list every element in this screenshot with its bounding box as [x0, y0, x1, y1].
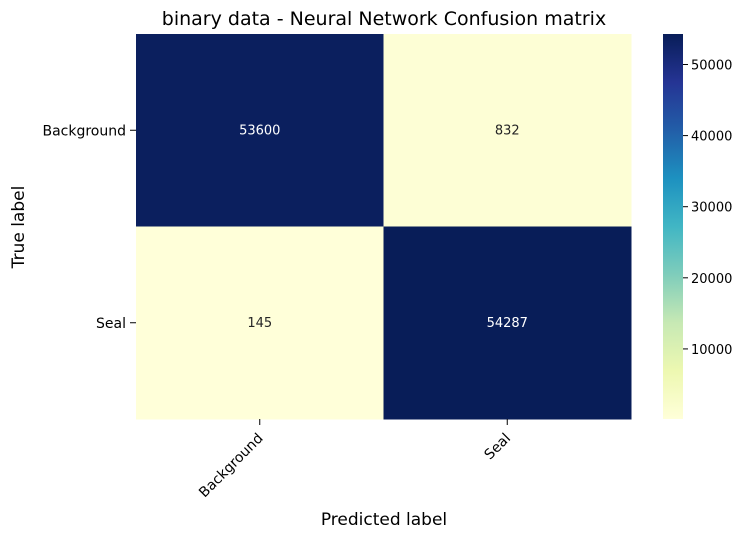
heatmap-cell — [136, 34, 384, 227]
x-axis-title: Predicted label — [321, 510, 447, 530]
colorbar-tick-label: 20000 — [691, 272, 732, 287]
heatmap-cell — [136, 226, 384, 420]
x-tick-label: Background — [196, 431, 266, 501]
heatmap-cell-labels: 53600 832 145 54287 — [239, 123, 528, 331]
colorbar-tick-label: 30000 — [691, 201, 732, 216]
colorbar-tick-label: 40000 — [691, 130, 732, 145]
cell-value-label: 832 — [495, 123, 520, 138]
heatmap-cell — [383, 34, 632, 227]
chart-title: binary data - Neural Network Confusion m… — [162, 8, 606, 30]
cell-value-label: 145 — [247, 316, 272, 331]
y-axis-title: True label — [9, 186, 29, 270]
heatmap-cell — [383, 226, 632, 420]
x-axis-ticks: Background Seal — [196, 419, 514, 501]
y-axis-ticks: Background Seal — [42, 123, 136, 332]
cell-value-label: 53600 — [239, 123, 280, 138]
y-tick-label: Background — [42, 123, 126, 139]
heatmap-cells — [136, 34, 632, 420]
colorbar-tick-label: 50000 — [691, 58, 732, 73]
colorbar — [663, 34, 683, 419]
x-tick-label: Seal — [482, 431, 515, 464]
y-tick-label: Seal — [96, 316, 126, 332]
colorbar-tick-label: 10000 — [691, 343, 732, 358]
colorbar-ticks: 10000 20000 30000 40000 50000 — [683, 58, 732, 358]
cell-value-label: 54287 — [487, 316, 528, 331]
